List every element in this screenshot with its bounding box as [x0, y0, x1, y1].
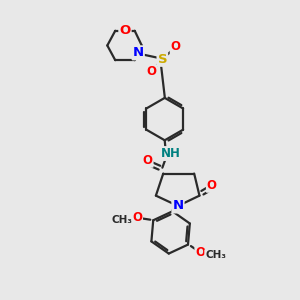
Text: O: O	[171, 40, 181, 53]
Text: NH: NH	[161, 147, 181, 160]
Text: O: O	[207, 179, 217, 192]
Text: CH₃: CH₃	[205, 250, 226, 260]
Text: O: O	[119, 24, 130, 37]
Text: CH₃: CH₃	[111, 215, 132, 225]
Text: O: O	[132, 212, 142, 224]
Text: S: S	[158, 53, 167, 66]
Text: O: O	[195, 246, 205, 259]
Text: O: O	[146, 65, 156, 78]
Text: N: N	[133, 46, 144, 59]
Text: O: O	[142, 154, 153, 167]
Text: N: N	[172, 200, 184, 212]
